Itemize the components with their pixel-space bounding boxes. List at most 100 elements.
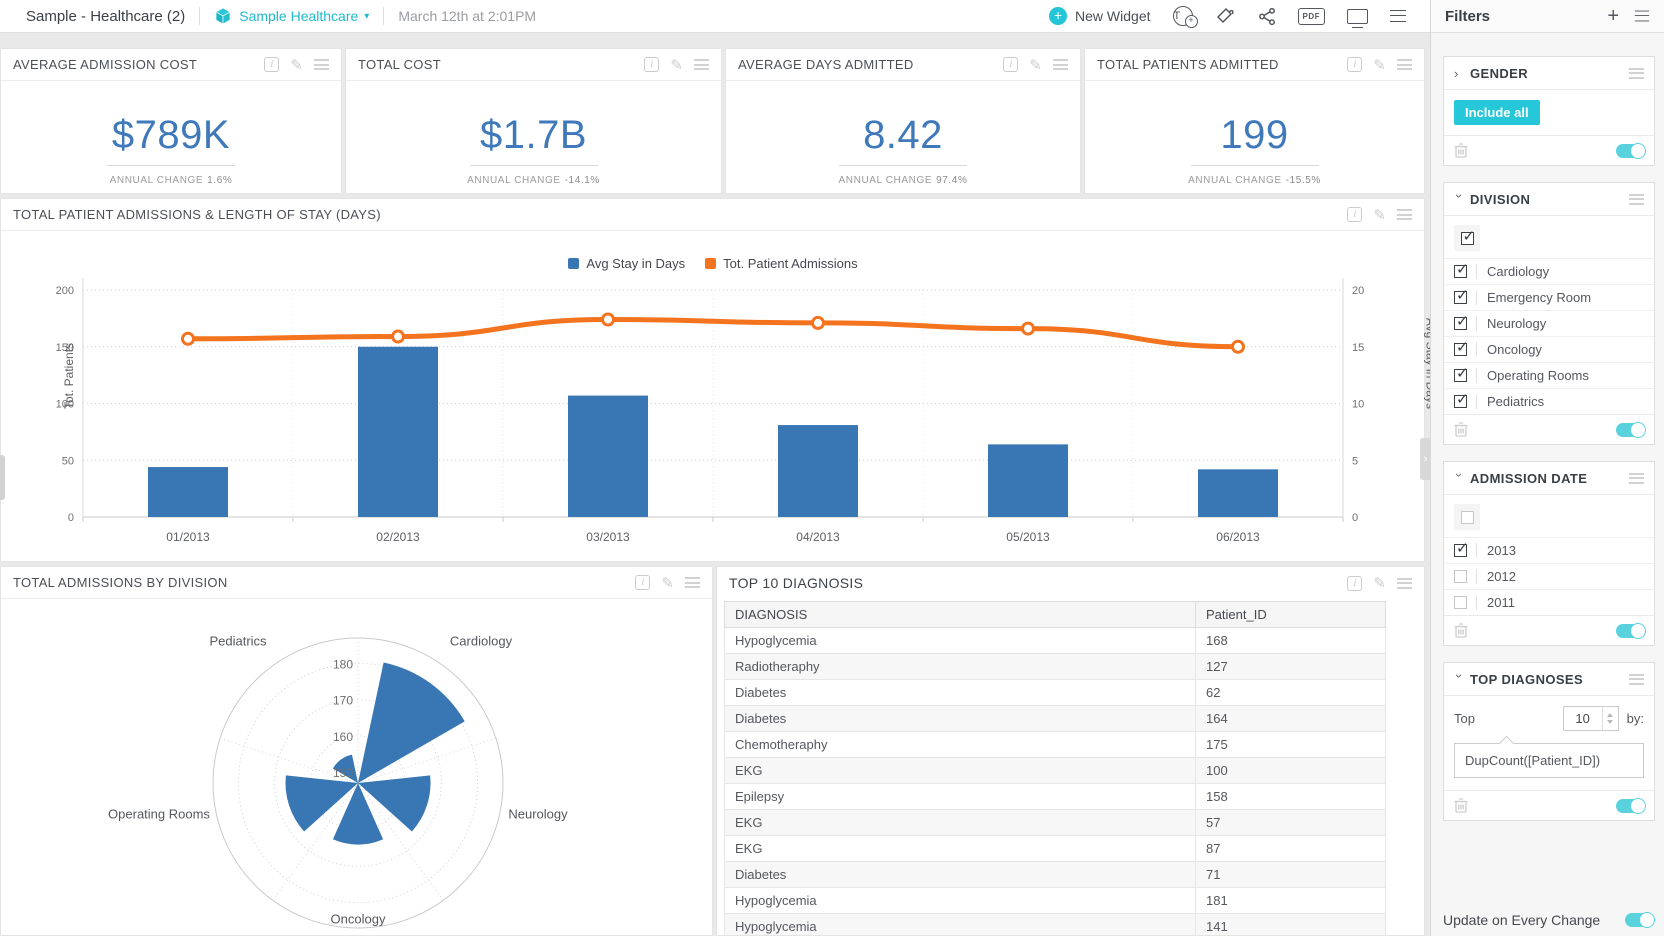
filter-section-header[interactable]: › ADMISSION DATE bbox=[1444, 462, 1654, 495]
widget-menu-icon[interactable] bbox=[1397, 577, 1412, 589]
table-row[interactable]: Diabetes 71 bbox=[724, 861, 1386, 888]
filter-item-operating-rooms[interactable]: Operating Rooms bbox=[1444, 362, 1654, 388]
table-row[interactable]: Diabetes 62 bbox=[724, 679, 1386, 706]
combo-chart-plot[interactable]: 0 50 100 150 200 0 5 10 15 20 01/2013 02/2013 03/201… bbox=[1, 199, 1424, 561]
select-all-checkbox[interactable] bbox=[1460, 510, 1474, 524]
filter-enabled-toggle[interactable] bbox=[1616, 421, 1646, 438]
edit-pencil-icon[interactable]: ✎ bbox=[1373, 56, 1386, 74]
filter-item-2012[interactable]: 2012 bbox=[1444, 563, 1654, 589]
new-widget-button[interactable]: + New Widget bbox=[1049, 7, 1151, 25]
table-row[interactable]: Hypoglycemia 168 bbox=[724, 627, 1386, 654]
share-icon[interactable] bbox=[1258, 7, 1276, 26]
table-row[interactable]: Hypoglycemia 181 bbox=[724, 887, 1386, 914]
checkbox-checked-icon[interactable] bbox=[1454, 390, 1469, 408]
table-row[interactable]: Diabetes 164 bbox=[724, 705, 1386, 732]
legend-item[interactable]: Tot. Patient Admissions bbox=[705, 256, 858, 271]
diagnosis-table[interactable]: DIAGNOSIS Patient_ID Hypoglycemia 168 Radio… bbox=[724, 601, 1386, 935]
edit-pencil-icon[interactable]: ✎ bbox=[1373, 206, 1386, 224]
table-row[interactable]: EKG 87 bbox=[724, 835, 1386, 862]
chevron-down-icon[interactable]: › bbox=[1452, 673, 1468, 678]
edit-pencil-icon[interactable]: ✎ bbox=[290, 56, 303, 74]
table-row[interactable]: Epilepsy 158 bbox=[724, 783, 1386, 810]
trash-icon[interactable] bbox=[1453, 622, 1469, 639]
export-pdf-icon[interactable]: PDF bbox=[1297, 7, 1325, 25]
checkbox-checked-icon[interactable] bbox=[1454, 338, 1469, 356]
info-icon[interactable]: i bbox=[1003, 57, 1019, 72]
edit-pencil-icon[interactable]: ✎ bbox=[661, 574, 674, 592]
filter-section-header[interactable]: › TOP DIAGNOSES bbox=[1444, 663, 1654, 696]
left-panel-handle[interactable] bbox=[0, 455, 5, 500]
trash-icon[interactable] bbox=[1453, 797, 1469, 814]
filter-menu-icon[interactable] bbox=[1629, 67, 1644, 79]
filter-item-pediatrics[interactable]: Pediatrics bbox=[1444, 388, 1654, 414]
filter-menu-icon[interactable] bbox=[1629, 193, 1644, 205]
filter-menu-icon[interactable] bbox=[1629, 673, 1644, 685]
polar-chart-plot[interactable]: 150 160 170 180 bbox=[1, 567, 712, 935]
include-all-chip[interactable]: Include all bbox=[1454, 100, 1540, 125]
info-icon[interactable]: i bbox=[264, 57, 280, 72]
chevron-down-icon[interactable]: › bbox=[1452, 472, 1468, 477]
filter-item-emergency-room[interactable]: Emergency Room bbox=[1444, 284, 1654, 310]
widget-menu-icon[interactable] bbox=[685, 577, 700, 588]
checkbox-unchecked-icon[interactable] bbox=[1454, 570, 1467, 583]
table-row[interactable]: Hypoglycemia 141 bbox=[724, 913, 1386, 935]
info-icon[interactable]: i bbox=[635, 575, 651, 590]
checkbox-checked-icon[interactable] bbox=[1454, 539, 1469, 557]
dashboard-menu-icon[interactable] bbox=[1390, 10, 1406, 22]
info-icon[interactable]: i bbox=[1347, 207, 1363, 222]
bar-series-avg-stay[interactable] bbox=[148, 346, 1278, 517]
present-monitor-icon[interactable] bbox=[1347, 8, 1368, 28]
table-row[interactable]: Radiotheraphy 127 bbox=[724, 653, 1386, 680]
table-row[interactable]: Chemotheraphy 175 bbox=[724, 731, 1386, 758]
filters-menu-icon[interactable] bbox=[1634, 10, 1650, 22]
checkbox-checked-icon[interactable] bbox=[1454, 260, 1469, 278]
column-header[interactable]: DIAGNOSIS bbox=[724, 601, 1196, 628]
add-text-widget-icon[interactable]: T bbox=[1172, 6, 1198, 28]
filter-item-2013[interactable]: 2013 bbox=[1444, 537, 1654, 563]
edit-pencil-icon[interactable]: ✎ bbox=[1373, 575, 1386, 592]
filter-item-oncology[interactable]: Oncology bbox=[1444, 336, 1654, 362]
info-icon[interactable]: i bbox=[1347, 57, 1363, 72]
info-icon[interactable]: i bbox=[644, 57, 660, 72]
filters-collapse-handle[interactable]: › bbox=[1420, 438, 1431, 480]
trash-icon[interactable] bbox=[1453, 142, 1469, 159]
filter-section-header[interactable]: › DIVISION bbox=[1444, 183, 1654, 216]
checkbox-checked-icon[interactable] bbox=[1454, 312, 1469, 330]
filter-section-header[interactable]: › GENDER bbox=[1444, 57, 1654, 90]
ranking-formula-box[interactable]: DupCount([Patient_ID]) bbox=[1454, 743, 1644, 778]
legend-item[interactable]: Avg Stay in Days bbox=[568, 256, 685, 271]
widget-menu-icon[interactable] bbox=[694, 59, 709, 70]
filter-menu-icon[interactable] bbox=[1629, 472, 1644, 484]
checkbox-unchecked-icon[interactable] bbox=[1454, 596, 1467, 609]
edit-pencil-icon[interactable]: ✎ bbox=[670, 56, 683, 74]
chevron-right-icon[interactable]: › bbox=[1454, 65, 1459, 81]
filter-enabled-toggle[interactable] bbox=[1616, 622, 1646, 639]
line-series-admissions[interactable] bbox=[181, 312, 1245, 354]
top-n-stepper[interactable] bbox=[1601, 707, 1618, 730]
top-n-input[interactable]: 10 bbox=[1562, 706, 1619, 731]
widget-menu-icon[interactable] bbox=[1053, 59, 1068, 70]
restyle-brush-icon[interactable] bbox=[1215, 6, 1236, 26]
edit-pencil-icon[interactable]: ✎ bbox=[1029, 56, 1042, 74]
add-filter-icon[interactable]: + bbox=[1607, 5, 1619, 27]
select-all-checkbox[interactable] bbox=[1460, 227, 1475, 245]
update-on-change-toggle[interactable] bbox=[1625, 912, 1655, 928]
widget-menu-icon[interactable] bbox=[314, 59, 329, 70]
filter-enabled-toggle[interactable] bbox=[1616, 797, 1646, 814]
column-header[interactable]: Patient_ID bbox=[1195, 601, 1386, 628]
widget-menu-icon[interactable] bbox=[1397, 59, 1412, 70]
trash-icon[interactable] bbox=[1453, 421, 1469, 438]
widget-menu-icon[interactable] bbox=[1397, 209, 1412, 220]
chevron-down-icon[interactable]: ▾ bbox=[364, 10, 370, 22]
datasource-selector[interactable]: Sample Healthcare bbox=[239, 8, 359, 24]
checkbox-checked-icon[interactable] bbox=[1454, 286, 1469, 304]
info-icon[interactable]: i bbox=[1347, 575, 1363, 591]
table-row[interactable]: EKG 57 bbox=[724, 809, 1386, 836]
filter-enabled-toggle[interactable] bbox=[1616, 142, 1646, 159]
filter-item-cardiology[interactable]: Cardiology bbox=[1444, 258, 1654, 284]
filter-item-2011[interactable]: 2011 bbox=[1444, 589, 1654, 615]
chevron-down-icon[interactable]: › bbox=[1452, 193, 1468, 198]
checkbox-checked-icon[interactable] bbox=[1454, 364, 1469, 382]
table-row[interactable]: EKG 100 bbox=[724, 757, 1386, 784]
rose-petal-series[interactable] bbox=[285, 662, 465, 845]
